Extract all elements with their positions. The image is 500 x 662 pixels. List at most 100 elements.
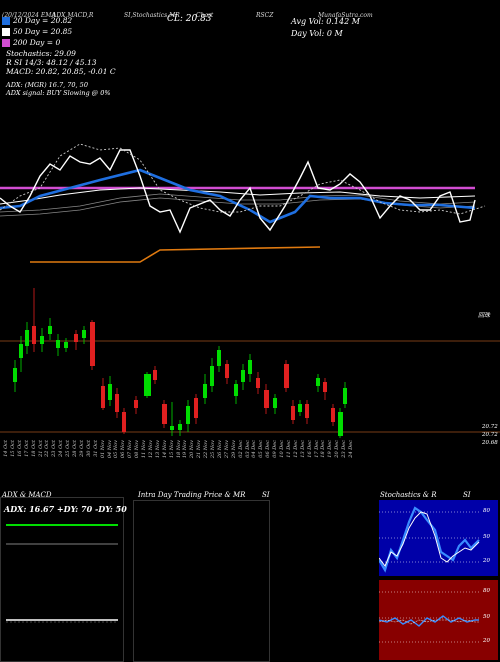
candle: [291, 406, 295, 420]
x-axis-label: 23 Oct: [51, 440, 58, 457]
x-axis-label: 23 Dec: [341, 440, 348, 458]
x-axis-label: 30 Oct: [85, 440, 92, 457]
x-axis-label: 20 Nov: [189, 440, 196, 459]
stoch-k-line: [379, 506, 480, 573]
candle: [264, 390, 269, 408]
candle: [162, 404, 167, 424]
stoch-panel-si: SI: [463, 491, 471, 499]
x-axis-label: 25 Nov: [210, 440, 216, 459]
x-axis-label: 04 Dec: [251, 440, 258, 458]
candle: [170, 426, 174, 430]
candle: [13, 368, 17, 382]
candle: [316, 378, 320, 386]
adx-value: ADX: (MGR) 16.7, 70, 50: [6, 81, 88, 89]
stoch-axis-20: 20: [483, 558, 490, 564]
candle: [101, 386, 105, 408]
candle: [115, 394, 119, 412]
rsi-axis-50: 50: [483, 614, 490, 620]
adx-values: ADX: 16.67 +DY: 70 -DY: 50: [4, 504, 127, 514]
x-axis-label: 31 Oct: [92, 440, 99, 457]
candle: [74, 334, 78, 342]
adx-panel-title: ADX & MACD: [2, 491, 52, 499]
x-axis-label: 28 Oct: [72, 440, 78, 457]
x-axis-label: 18 Nov: [175, 440, 182, 459]
x-axis-label: 29 Nov: [230, 440, 237, 459]
source-label: MunafaSutra.com: [318, 12, 373, 19]
rsi-panel: 80 50 20: [379, 580, 498, 660]
chart-si-stoch-label: SI,Stochastics,MR: [124, 12, 180, 19]
x-axis-label: 03 Dec: [244, 440, 251, 458]
price-axis-label-3: 20.68: [482, 440, 498, 446]
x-axis-label: 25 Oct: [65, 440, 72, 457]
x-axis-label: 13 Dec: [299, 440, 306, 458]
rsi-lines: [379, 591, 479, 643]
x-axis-label: 21 Oct: [37, 440, 44, 457]
price-axis-label-2: 20.72: [482, 432, 498, 438]
mr-panel-title: Intra Day Trading Price & MR: [138, 491, 246, 499]
x-axis-label: 06 Nov: [120, 440, 127, 459]
x-axis-label: 02 Dec: [237, 440, 244, 458]
close-price: CL: 20.83: [167, 14, 212, 24]
x-axis-label: 18 Dec: [320, 440, 327, 458]
candle: [122, 412, 126, 432]
candle: [48, 326, 52, 334]
candle: [178, 424, 182, 430]
x-axis-label: 14 Nov: [161, 440, 168, 459]
x-axis-label: 11 Nov: [141, 440, 147, 459]
x-axis-label: 15 Oct: [9, 440, 16, 457]
price-axis-label-1: 20.72: [482, 424, 498, 430]
x-axis-label: 17 Dec: [313, 440, 320, 458]
x-axis-label: 15 Nov: [168, 440, 175, 459]
legend-ema200: 200 Day = 0: [13, 38, 61, 47]
rsi-signal-line: [379, 619, 479, 625]
price-axis-label-top: 回珠: [478, 312, 491, 319]
candle: [144, 374, 151, 396]
candle: [40, 336, 44, 344]
x-axis-label: 19 Dec: [327, 440, 334, 458]
legend-swatch-ema20: [2, 17, 10, 25]
candle: [153, 370, 157, 380]
candle: [19, 344, 23, 358]
candle: [241, 370, 245, 382]
x-axis-label: 27 Nov: [223, 440, 230, 459]
x-axis-label: 12 Nov: [147, 440, 154, 459]
x-axis-label: 12 Dec: [292, 440, 299, 458]
x-axis-label: 20 Dec: [334, 440, 341, 458]
candle: [108, 384, 112, 400]
candle: [323, 382, 327, 392]
x-axis-label: 22 Nov: [203, 440, 210, 459]
candle: [217, 350, 221, 366]
x-axis-label: 29 Oct: [78, 440, 85, 457]
adx-signal: ADX signal: BUY Slowing @ 0%: [6, 89, 111, 97]
adx-macd-panel: ADX: 16.67 +DY: 70 -DY: 50: [0, 497, 127, 662]
x-axis-label: 24 Dec: [348, 440, 354, 458]
adx-lines: [6, 524, 118, 623]
x-axis-label: 26 Nov: [216, 440, 223, 459]
x-axis-label: 16 Oct: [16, 440, 23, 457]
candle: [32, 326, 36, 344]
x-axis-label: 06 Dec: [265, 440, 272, 458]
candle: [194, 398, 198, 418]
dotted-signal-line: [0, 143, 486, 215]
candle: [343, 388, 347, 404]
x-axis-label: 05 Dec: [258, 440, 265, 458]
chart-label: Chart: [196, 12, 214, 19]
rsi-axis-80: 80: [483, 588, 490, 594]
macd-value: MACD: 20.82, 20.85, -0.01 C: [6, 67, 116, 76]
stoch-d-line: [379, 511, 480, 567]
x-axis-label: 11 Dec: [285, 440, 292, 458]
candle: [134, 400, 138, 408]
candle: [210, 366, 214, 386]
x-axis-label: 10 Dec: [279, 440, 285, 458]
x-axis-label: 07 Nov: [127, 440, 134, 459]
candle: [234, 384, 238, 396]
intraday-mr-panel: [133, 500, 270, 662]
candle: [203, 384, 207, 398]
symbol-label: RSCZ: [256, 12, 274, 19]
x-axis-label: 21 Nov: [196, 440, 203, 459]
candle: [331, 408, 335, 422]
rsi-line: [379, 615, 479, 627]
legend-ema20: 20 Day = 20.82: [13, 16, 73, 25]
price-zigzag-line: [0, 149, 476, 234]
x-axis-label: 19 Nov: [182, 440, 189, 459]
